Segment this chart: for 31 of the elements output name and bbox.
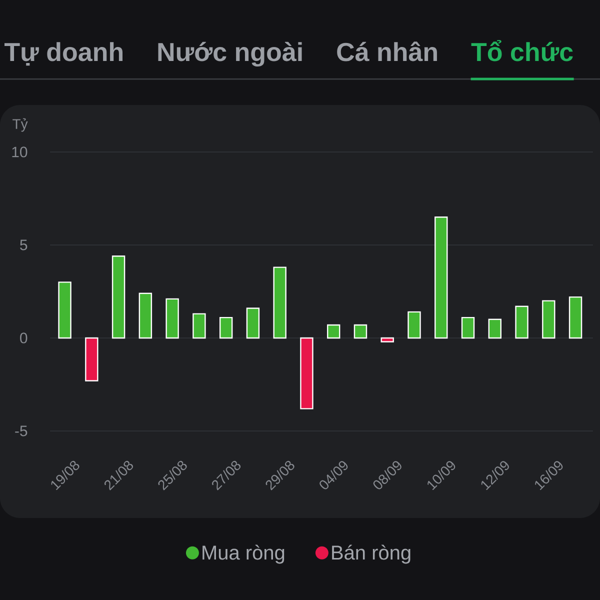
bar xyxy=(273,266,286,339)
bar xyxy=(354,324,368,339)
bar xyxy=(166,298,179,339)
bar xyxy=(568,296,582,339)
bar xyxy=(219,316,233,339)
legend-label: Bán ròng xyxy=(332,544,410,564)
bar xyxy=(515,306,528,339)
bar xyxy=(300,337,314,410)
y-tick-label: -5 xyxy=(15,426,28,436)
bar xyxy=(112,256,126,339)
text: Nước ngoài xyxy=(158,42,302,66)
bar xyxy=(380,337,394,342)
bar xyxy=(408,311,421,339)
bar xyxy=(58,282,72,339)
y-tick-label: 10 xyxy=(12,146,28,158)
chart-title: Tổ chức xyxy=(471,40,573,62)
bar xyxy=(246,308,260,339)
bar xyxy=(85,337,98,382)
bar xyxy=(327,324,340,339)
bar xyxy=(192,313,206,339)
legend-label: Mua ròng xyxy=(202,544,284,564)
bar xyxy=(434,216,448,339)
bar xyxy=(542,300,556,339)
bar xyxy=(461,316,475,339)
y-tick-label: 5 xyxy=(20,240,28,250)
bar xyxy=(488,318,502,339)
text: Tự doanh xyxy=(4,42,122,66)
y-tick-label: 0 xyxy=(20,332,28,344)
bar xyxy=(138,292,152,339)
text: Cá nhân xyxy=(337,42,437,62)
y-axis-title: Tỷ xyxy=(12,118,28,132)
